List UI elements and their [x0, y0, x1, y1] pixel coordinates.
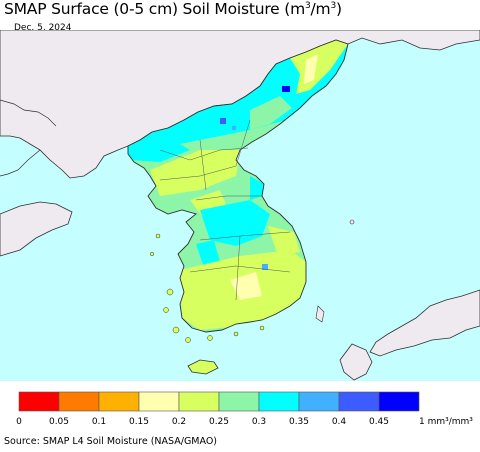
liaodong-coast	[0, 99, 57, 177]
legend-tick-label: 0.2	[172, 417, 186, 427]
legend-swatch	[18, 391, 60, 412]
legend-tick-label: 0.15	[129, 417, 149, 427]
legend-swatch	[138, 391, 180, 412]
legend-tick-label: 1 mm³/mm³	[419, 417, 473, 427]
map-date: Dec. 5, 2024	[14, 23, 72, 33]
legend-swatch	[298, 391, 340, 412]
map-title: SMAP Surface (0-5 cm) Soil Moisture (m3/…	[4, 0, 342, 18]
province-boundaries	[159, 119, 291, 301]
japan-kyushu	[339, 343, 373, 381]
legend-swatch	[378, 391, 420, 412]
legend-tick-label: 0.4	[332, 417, 347, 427]
legend-tick-label: 0	[16, 417, 22, 427]
jeju-island	[187, 359, 219, 375]
legend-tick-label: 0.3	[252, 417, 266, 427]
legend-tick-label: 0.25	[209, 417, 229, 427]
tsushima-island	[315, 305, 325, 323]
japan-honshu	[369, 289, 480, 357]
southwest-islands	[149, 233, 265, 343]
ulleung-island	[349, 219, 355, 225]
korea-coastline	[127, 39, 349, 333]
legend-swatch	[98, 391, 140, 412]
legend-swatch	[178, 391, 220, 412]
legend-swatch	[218, 391, 260, 412]
legend-tick-label: 0.05	[49, 417, 69, 427]
shandong-peninsula	[0, 201, 73, 257]
colorbar-legend: 0 0.05 0.1 0.15 0.2 0.25 0.3 0.35 0.4 0.45 1 mm³/m…	[16, 391, 473, 427]
legend-swatch	[58, 391, 100, 412]
legend-swatch	[258, 391, 300, 412]
source-credit: Source: SMAP L4 Soil Moisture (NASA/GMAO…	[4, 436, 218, 447]
legend-tick-label: 0.35	[289, 417, 309, 427]
legend-tick-label: 0.45	[369, 417, 389, 427]
legend-tick-label: 0.1	[92, 417, 106, 427]
legend-swatch	[338, 391, 380, 412]
soil-moisture-map	[0, 30, 480, 381]
